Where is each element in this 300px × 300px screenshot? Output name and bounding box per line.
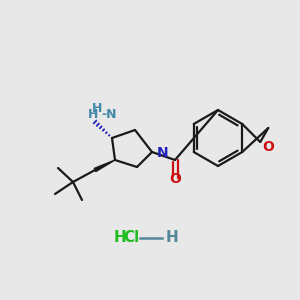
Text: O: O bbox=[169, 172, 181, 186]
Text: O: O bbox=[262, 140, 274, 154]
Polygon shape bbox=[94, 160, 115, 172]
Text: Cl: Cl bbox=[124, 230, 140, 245]
Text: H: H bbox=[88, 107, 98, 121]
Text: -N: -N bbox=[101, 107, 116, 121]
Text: N: N bbox=[157, 146, 169, 160]
Text: H: H bbox=[113, 230, 126, 245]
Text: H: H bbox=[166, 230, 179, 245]
Text: H: H bbox=[92, 101, 102, 115]
